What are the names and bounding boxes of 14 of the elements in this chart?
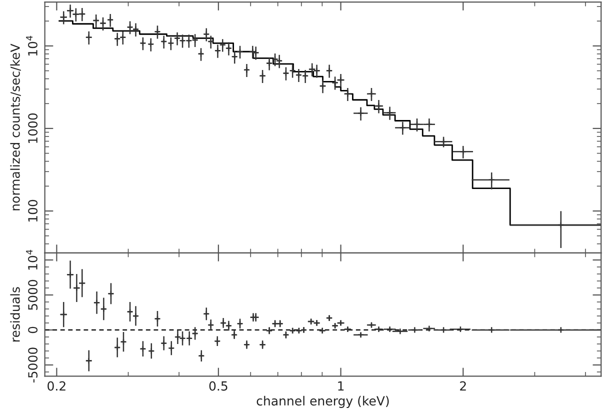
y-tick-label: 10$^{4}$	[26, 250, 38, 270]
x-tick-label: 1	[338, 381, 344, 391]
x-tick-label: 2	[460, 381, 466, 391]
y-tick-label: 10$^{4}$	[26, 36, 38, 56]
y-tick-label: 1000	[28, 113, 38, 143]
x-tick-label: 0.2	[48, 381, 66, 391]
y-tick-label: 5000	[28, 280, 38, 310]
x-axis-title: channel energy (keV)	[256, 396, 389, 408]
x-tick-label: 0.5	[209, 381, 228, 391]
y-axis-title: normalized counts/sec/keV	[10, 44, 21, 210]
y-tick-label: -5000	[28, 348, 38, 383]
y-tick-label: 100	[28, 200, 38, 222]
y-tick-label: 0	[28, 326, 38, 334]
y-axis-title: residuals	[10, 287, 20, 342]
